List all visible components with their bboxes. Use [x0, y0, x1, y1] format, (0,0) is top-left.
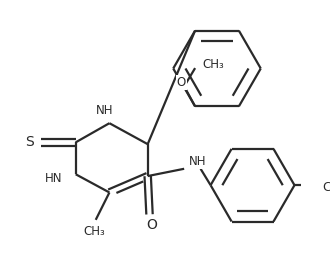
Text: O: O [146, 218, 157, 232]
Text: O: O [177, 76, 186, 89]
Text: HN: HN [45, 172, 62, 185]
Text: CH₃: CH₃ [202, 58, 224, 71]
Text: Cl: Cl [322, 180, 330, 193]
Text: NH: NH [96, 104, 114, 117]
Text: S: S [25, 135, 34, 149]
Text: NH: NH [189, 155, 206, 168]
Text: CH₃: CH₃ [83, 225, 105, 238]
